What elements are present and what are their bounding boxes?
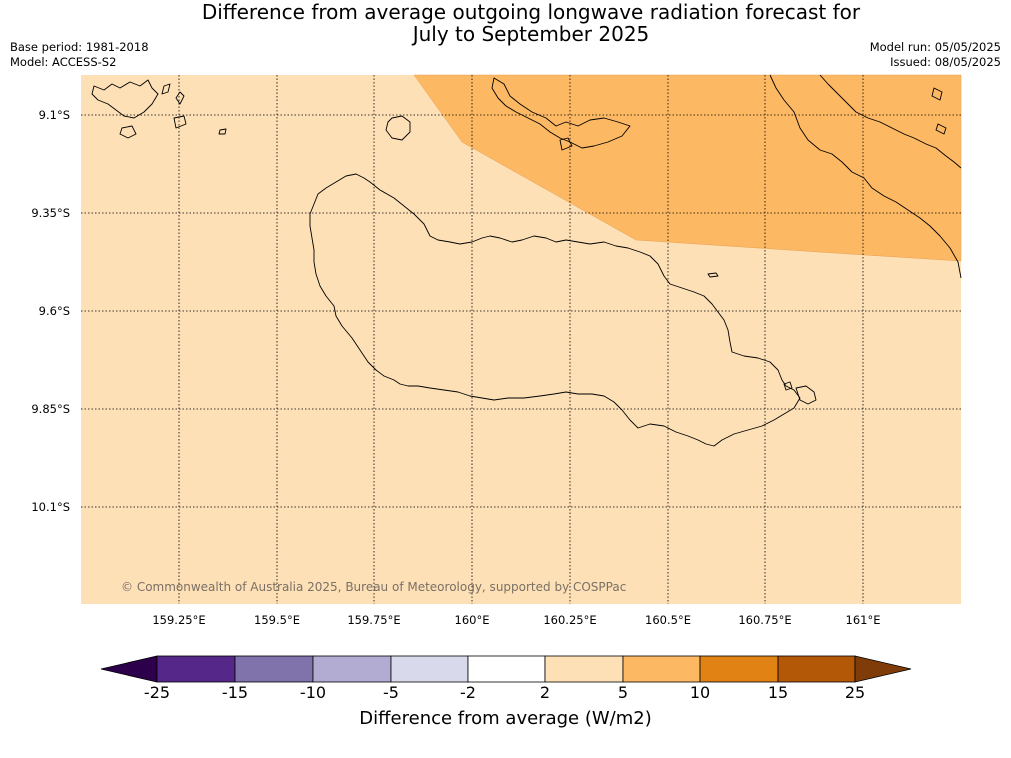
lat-label-9.85: 9.85°S: [31, 402, 70, 416]
colorbar-bin-9: [777, 655, 856, 683]
colorbar-bin-7: [622, 655, 701, 683]
small-islet: [707, 272, 719, 278]
colorbar-tick: 25: [844, 683, 866, 702]
east-islet: [795, 385, 817, 405]
colorbar-bin-4: [390, 655, 469, 683]
lat-label-9.1: 9.1°S: [38, 108, 70, 122]
russell-islet-1: [119, 125, 137, 139]
colorbar-bin-2: [234, 655, 314, 683]
colorbar-extend-high: [854, 655, 912, 683]
meta-right: Model run: 05/05/2025 Issued: 08/05/2025: [870, 40, 1001, 70]
lon-label-161: 161°E: [845, 613, 881, 627]
malaita-islet-2: [935, 123, 947, 135]
colorbar-tick: -2: [460, 683, 476, 702]
east-islet-2: [783, 381, 793, 391]
lon-label-160.75: 160.75°E: [738, 613, 792, 627]
map-title: Difference from average outgoing longwav…: [0, 1, 1011, 45]
copyright-notice: © Commonwealth of Australia 2025, Bureau…: [121, 580, 627, 594]
colorbar-tick: -25: [143, 683, 171, 702]
base-period: Base period: 1981-2018: [10, 40, 149, 54]
malaita-coastline: [769, 74, 962, 279]
colorbar-tick: 15: [767, 683, 789, 702]
graticule: [81, 75, 961, 604]
colorbar-tick: -5: [383, 683, 399, 702]
russell-islet-5: [161, 83, 171, 95]
issued-date: Issued: 08/05/2025: [890, 55, 1001, 69]
lon-label-160: 160°E: [454, 613, 490, 627]
nggela-islands: [491, 77, 631, 149]
model-run: Model run: 05/05/2025: [869, 40, 1001, 54]
guadalcanal-coastline: [309, 173, 801, 447]
colorbar-tick: 2: [539, 683, 551, 702]
lat-label-9.35: 9.35°S: [31, 206, 70, 220]
russell-islet-3: [175, 91, 185, 105]
colorbar-tick: -10: [299, 683, 327, 702]
colorbar-bin-5: [467, 655, 546, 683]
lon-label-160.25: 160.25°E: [543, 613, 597, 627]
nggela-islet: [559, 137, 573, 151]
lat-label-9.6: 9.6°S: [38, 304, 70, 318]
model-name: Model: ACCESS-S2: [10, 55, 117, 69]
savo-island: [385, 115, 411, 141]
colorbar-bin-8: [699, 655, 779, 683]
malaita-islet: [931, 87, 943, 101]
meta-left: Base period: 1981-2018 Model: ACCESS-S2: [10, 40, 149, 70]
colorbar-tick: 5: [617, 683, 629, 702]
lon-label-160.5: 160.5°E: [645, 613, 691, 627]
lon-label-159.25: 159.25°E: [152, 613, 206, 627]
coastlines: [91, 74, 962, 447]
colorbar-bin-1: [156, 655, 236, 683]
malaita-north: [819, 74, 962, 169]
russell-islet-4: [218, 128, 227, 135]
colorbar-tick: -15: [221, 683, 249, 702]
title-line-2: July to September 2025: [412, 22, 650, 46]
colorbar-tick: 10: [689, 683, 711, 702]
russell-islands: [91, 79, 159, 119]
colorbar-bin-6: [544, 655, 624, 683]
lon-label-159.5: 159.5°E: [254, 613, 300, 627]
colorbar-extend-low: [100, 655, 158, 683]
colorbar-label: Difference from average (W/m2): [359, 708, 652, 729]
colorbar: [100, 655, 912, 683]
lat-label-10.1: 10.1°S: [31, 500, 70, 514]
russell-islet-2: [173, 115, 187, 129]
colorbar-bin-3: [312, 655, 392, 683]
lon-label-159.75: 159.75°E: [347, 613, 401, 627]
title-line-1: Difference from average outgoing longwav…: [201, 0, 861, 24]
